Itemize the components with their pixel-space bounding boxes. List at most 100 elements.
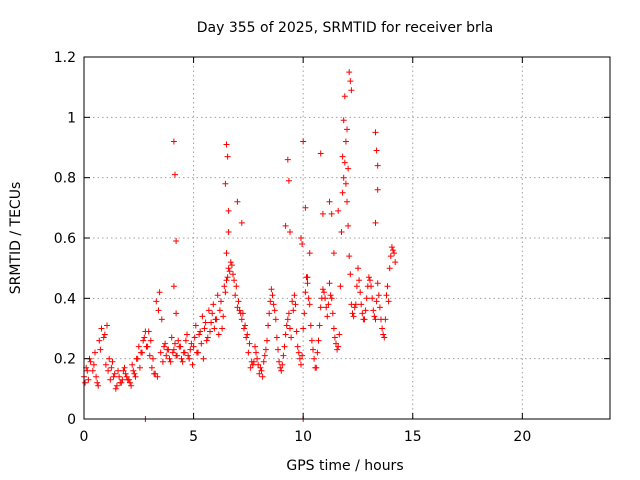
data-point	[387, 253, 394, 260]
data-point	[364, 283, 371, 290]
data-point	[266, 310, 273, 317]
data-point	[342, 138, 349, 145]
data-point	[95, 382, 102, 389]
data-point	[222, 289, 229, 296]
data-point	[285, 310, 292, 317]
data-point	[223, 141, 230, 148]
data-point	[279, 361, 286, 368]
data-point	[310, 346, 316, 353]
data-point	[339, 153, 346, 160]
data-point	[312, 364, 319, 371]
data-point	[380, 331, 387, 338]
data-point	[284, 156, 291, 163]
data-point	[232, 292, 239, 299]
data-point	[145, 328, 152, 335]
y-tick-label: 1	[67, 110, 76, 126]
data-point	[218, 298, 224, 305]
data-point	[162, 340, 169, 347]
data-point	[299, 241, 306, 247]
data-point	[298, 235, 304, 241]
x-axis-label: GPS time / hours	[286, 458, 403, 474]
data-point	[338, 229, 345, 235]
data-point	[187, 346, 194, 353]
data-point	[214, 292, 221, 299]
data-point	[116, 373, 123, 380]
data-point	[125, 376, 132, 383]
data-point	[267, 298, 274, 305]
data-point	[197, 328, 204, 335]
data-point	[326, 198, 333, 205]
data-point	[161, 343, 167, 350]
data-point	[173, 238, 180, 244]
data-point	[211, 325, 218, 332]
data-point	[175, 337, 182, 344]
data-point	[254, 355, 261, 362]
data-point	[147, 337, 154, 344]
data-point	[119, 376, 126, 383]
data-point	[305, 295, 312, 302]
data-point	[109, 358, 116, 365]
data-point	[336, 331, 343, 338]
data-point	[191, 334, 198, 341]
x-tick-label: 15	[404, 429, 422, 445]
data-point	[230, 271, 236, 278]
data-point	[224, 153, 231, 160]
data-point	[202, 319, 209, 326]
data-point	[345, 165, 352, 172]
data-point	[141, 334, 148, 341]
data-point	[363, 295, 370, 302]
data-point	[139, 349, 146, 356]
data-point	[353, 283, 360, 290]
y-tick-label: 0.8	[54, 171, 76, 187]
data-point	[268, 286, 275, 293]
data-point	[327, 292, 334, 299]
data-point	[358, 301, 365, 308]
data-point	[269, 292, 276, 299]
data-point	[115, 367, 121, 374]
data-point	[374, 186, 381, 193]
data-point	[372, 129, 379, 136]
data-point	[104, 322, 110, 329]
x-tick-label: 20	[513, 429, 531, 445]
data-point	[319, 210, 326, 217]
data-point	[347, 271, 354, 278]
data-point	[265, 322, 272, 329]
data-point	[287, 229, 293, 235]
data-point	[153, 298, 160, 305]
data-point	[304, 280, 311, 287]
data-point	[256, 370, 263, 377]
data-point	[170, 138, 177, 145]
data-point	[239, 310, 246, 317]
data-point	[317, 150, 324, 157]
data-point	[173, 310, 180, 317]
data-point	[192, 322, 199, 329]
data-point	[106, 355, 113, 362]
y-axis-label: SRMTID / TECUs	[8, 182, 24, 295]
data-point	[120, 367, 127, 374]
data-point	[113, 382, 120, 389]
data-point	[135, 343, 142, 350]
data-point	[379, 325, 386, 332]
data-point	[157, 349, 164, 356]
data-point	[261, 352, 268, 359]
data-point	[288, 334, 295, 341]
data-point	[184, 331, 190, 338]
data-points	[81, 69, 399, 422]
data-point	[131, 370, 138, 377]
data-point	[243, 334, 250, 341]
data-point	[349, 310, 356, 317]
data-point	[318, 295, 325, 302]
data-point	[307, 322, 314, 329]
data-point	[346, 69, 353, 76]
data-point	[146, 352, 153, 359]
data-point	[384, 283, 391, 290]
data-point	[373, 147, 380, 154]
data-point	[228, 262, 235, 269]
data-point	[369, 295, 376, 302]
data-point	[176, 343, 183, 350]
data-point	[260, 358, 267, 365]
data-point	[304, 274, 311, 281]
data-point	[382, 316, 389, 323]
data-point	[381, 334, 388, 341]
data-point	[334, 346, 341, 353]
